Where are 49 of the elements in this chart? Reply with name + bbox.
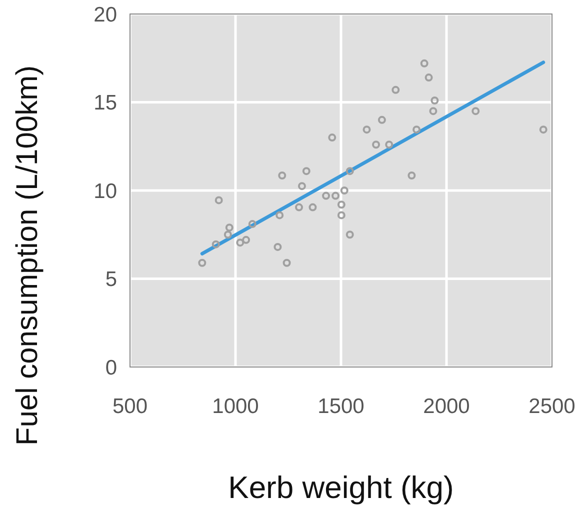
x-tick-label: 2000 bbox=[423, 395, 470, 418]
point bbox=[424, 74, 433, 82]
y-tick-label: 20 bbox=[94, 3, 117, 26]
point bbox=[408, 171, 416, 180]
point bbox=[332, 192, 340, 200]
point bbox=[337, 211, 346, 220]
y-tick-label: 0 bbox=[105, 356, 117, 380]
point bbox=[242, 236, 250, 244]
point bbox=[385, 140, 394, 149]
point bbox=[225, 224, 234, 232]
point bbox=[392, 86, 400, 94]
point bbox=[346, 230, 354, 239]
point bbox=[274, 242, 282, 251]
point bbox=[378, 116, 386, 124]
point bbox=[214, 196, 223, 204]
x-axis-title: Kerb weight (kg) bbox=[228, 470, 454, 505]
point bbox=[278, 171, 286, 180]
point bbox=[224, 230, 232, 239]
x-tick-label: 1500 bbox=[318, 395, 364, 418]
x-tick-label: 1000 bbox=[212, 395, 259, 418]
point bbox=[346, 167, 354, 176]
point bbox=[248, 220, 256, 228]
point bbox=[282, 258, 291, 267]
point bbox=[372, 140, 380, 149]
point bbox=[340, 186, 348, 194]
point bbox=[328, 134, 336, 142]
point bbox=[429, 107, 438, 116]
y-tick-label: 5 bbox=[105, 268, 117, 292]
point bbox=[430, 96, 439, 104]
y-axis-title: Fuel consumption (L/100km) bbox=[11, 65, 44, 446]
point bbox=[337, 200, 346, 209]
point bbox=[298, 182, 306, 190]
point bbox=[198, 258, 206, 267]
point bbox=[322, 192, 330, 200]
point bbox=[295, 203, 304, 212]
point bbox=[302, 167, 310, 176]
point bbox=[420, 59, 428, 68]
point bbox=[212, 240, 220, 248]
point bbox=[276, 211, 284, 220]
point bbox=[236, 238, 244, 247]
x-tick-label: 2500 bbox=[528, 395, 576, 418]
y-tick-label: 10 bbox=[94, 180, 117, 203]
y-tick-label: 15 bbox=[94, 92, 117, 115]
point bbox=[362, 126, 371, 134]
point bbox=[472, 107, 480, 116]
point bbox=[539, 126, 548, 134]
point bbox=[412, 126, 421, 134]
x-tick-label: 500 bbox=[112, 395, 148, 418]
point bbox=[308, 203, 317, 212]
